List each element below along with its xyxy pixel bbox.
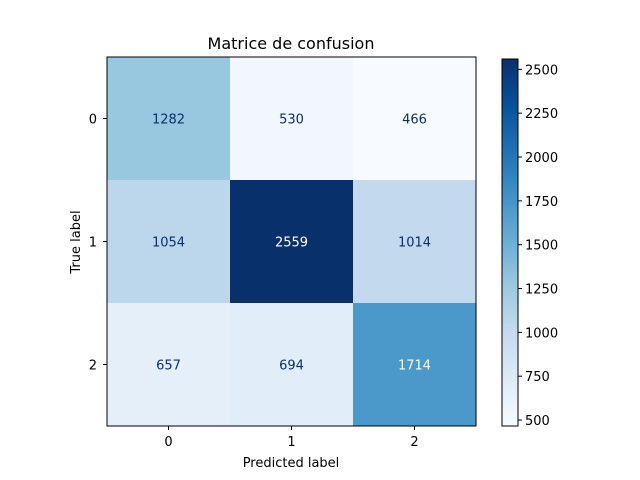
colorbar-tick-label: 750 (525, 370, 550, 385)
chart-title: Matrice de confusion (208, 34, 375, 53)
colorbar-tick-label: 1250 (525, 283, 558, 298)
heatmap-cell (353, 57, 476, 180)
heatmap-cell (353, 303, 476, 426)
y-axis-label: True label (69, 210, 84, 274)
cell-value-label: 1714 (398, 359, 431, 374)
cell-value-label: 530 (279, 113, 304, 128)
x-axis-ticks: 0 1 2 (164, 426, 419, 450)
colorbar (501, 58, 519, 427)
cell-value-label: 1014 (398, 236, 431, 251)
cell-value-label: 694 (279, 359, 304, 374)
cell-value-label: 657 (156, 359, 181, 374)
x-axis-label: Predicted label (243, 456, 340, 471)
heatmap-cell-labels: 1282 530 466 1054 2559 1014 657 694 1714 (152, 113, 431, 374)
heatmap-cell (230, 180, 353, 303)
cell-value-label: 1282 (152, 113, 185, 128)
colorbar-tick-label: 500 (525, 414, 550, 429)
colorbar-tick-label: 1750 (525, 195, 558, 210)
colorbar-tick-label: 1500 (525, 239, 558, 254)
x-tick-label: 2 (410, 435, 418, 450)
heatmap-cell (230, 57, 353, 180)
y-tick-label: 0 (89, 113, 97, 128)
cell-value-label: 2559 (275, 236, 308, 251)
heatmap-cell (353, 180, 476, 303)
y-tick-label: 2 (89, 359, 97, 374)
colorbar-tick-label: 1000 (525, 326, 558, 341)
colorbar-tick-label: 2000 (525, 151, 558, 166)
heatmap-cell (107, 180, 230, 303)
y-axis-ticks: 0 1 2 (89, 113, 107, 374)
x-tick-label: 1 (287, 435, 295, 450)
colorbar-ticks: 500 750 1000 1250 1500 1750 2000 2250 2500 (518, 63, 558, 429)
heatmap-cells (107, 57, 476, 426)
cell-value-label: 1054 (152, 236, 185, 251)
cell-value-label: 466 (402, 113, 427, 128)
heatmap-cell (230, 303, 353, 426)
x-tick-label: 0 (164, 435, 172, 450)
colorbar-tick-label: 2250 (525, 107, 558, 122)
colorbar-tick-label: 2500 (525, 63, 558, 78)
heatmap-cell (107, 303, 230, 426)
y-tick-label: 1 (89, 236, 97, 251)
heatmap-cell (107, 57, 230, 180)
